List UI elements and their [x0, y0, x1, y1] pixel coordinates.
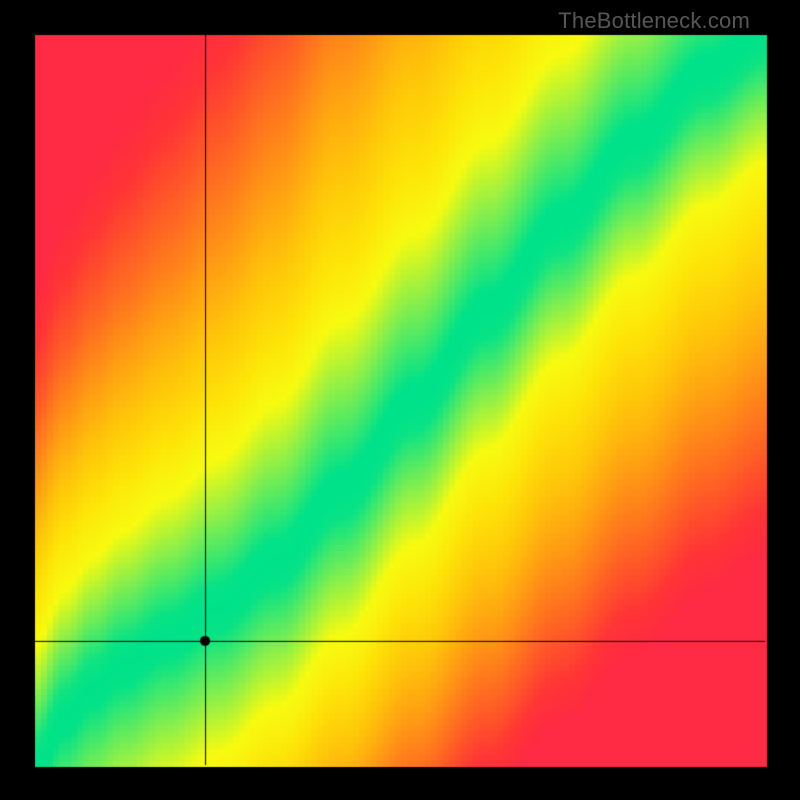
- bottleneck-heatmap-canvas: [0, 0, 800, 800]
- watermark-text: TheBottleneck.com: [558, 8, 750, 34]
- chart-container: { "meta": { "watermark_text": "TheBottle…: [0, 0, 800, 800]
